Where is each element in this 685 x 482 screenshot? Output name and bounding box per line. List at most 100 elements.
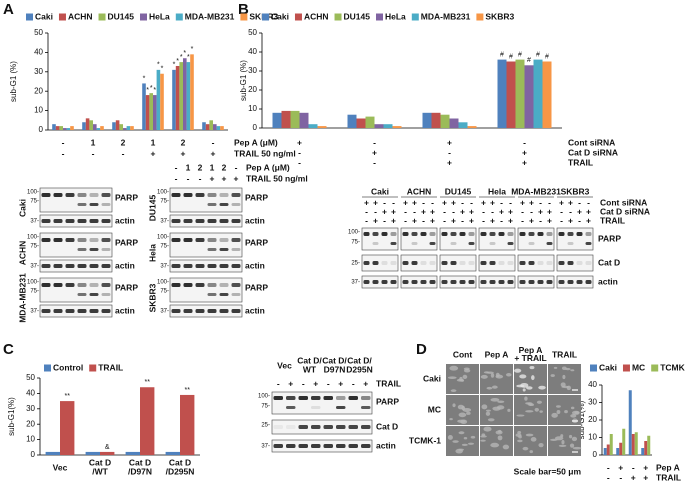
bar	[422, 112, 432, 128]
lane-label: -	[392, 197, 395, 207]
band	[207, 238, 217, 242]
mw-marker: 100-	[258, 394, 270, 400]
cell	[495, 374, 504, 379]
cell-line: Caki	[17, 199, 27, 217]
y-tick-label: 20	[26, 419, 35, 428]
cell	[466, 411, 471, 415]
lane-label: -	[569, 206, 572, 216]
bar	[533, 59, 543, 128]
row-name: Cat D siRNA	[600, 206, 650, 216]
band	[171, 219, 181, 223]
band	[41, 309, 51, 313]
band	[576, 280, 583, 284]
band	[420, 280, 427, 284]
band	[558, 280, 565, 284]
bar	[112, 122, 116, 130]
y-tick-label: 50	[248, 28, 257, 37]
y-tick-label: 40	[26, 389, 35, 398]
band	[323, 396, 333, 400]
lane-label: 1	[210, 162, 215, 172]
cell	[486, 386, 493, 390]
blot	[39, 304, 113, 318]
y-axis-label: sub-G1 (%)	[239, 60, 248, 101]
lane-label: +	[412, 215, 417, 225]
lane-label: -	[365, 206, 368, 216]
band	[286, 425, 296, 429]
lane-label: -	[578, 197, 581, 207]
band	[286, 396, 296, 400]
cell	[470, 435, 476, 439]
y-tick-label: 0	[39, 125, 44, 134]
mw-marker: 37-	[351, 280, 360, 286]
lane-label: +	[412, 197, 417, 207]
cell	[561, 440, 565, 445]
row-name: Pep A (μM)	[246, 162, 290, 172]
lane-label: +	[430, 215, 435, 225]
lane-label: -	[277, 378, 280, 388]
cell	[570, 414, 577, 418]
band	[489, 242, 496, 245]
legend-label: TRAIL	[98, 362, 123, 372]
significance-marker: #	[545, 53, 549, 60]
band	[101, 248, 111, 251]
band	[171, 309, 181, 313]
band	[381, 280, 388, 284]
band	[348, 396, 358, 400]
blot	[478, 227, 516, 251]
lane-label: +	[460, 206, 465, 216]
cell-line: DU145	[147, 195, 157, 222]
legend-swatch	[622, 364, 630, 372]
bar	[82, 122, 86, 130]
y-tick-label: 50	[34, 28, 43, 37]
band	[468, 232, 475, 236]
blot	[361, 227, 399, 251]
cell	[462, 374, 468, 380]
panel-label: D	[416, 341, 427, 358]
band	[231, 248, 241, 251]
band	[298, 396, 308, 400]
cell	[565, 367, 571, 371]
bar	[126, 126, 131, 130]
bar	[125, 451, 140, 455]
significance-marker: *	[143, 75, 146, 82]
condition-label: -	[607, 472, 610, 482]
cell	[502, 444, 510, 450]
significance-marker: #	[536, 51, 540, 58]
legend-swatch	[240, 13, 248, 21]
band	[183, 264, 193, 268]
cell	[514, 368, 522, 373]
bar	[524, 65, 534, 128]
bar	[290, 110, 300, 128]
cell	[518, 435, 522, 439]
significance-marker: *	[187, 54, 190, 61]
y-tick-label: 40	[588, 380, 597, 389]
cell	[555, 405, 561, 408]
cell	[517, 430, 522, 434]
band	[528, 261, 535, 265]
mw-marker: 37-	[160, 219, 169, 225]
cell	[574, 411, 580, 415]
lane-label: -	[187, 173, 190, 183]
cell	[538, 385, 546, 390]
protein-label: actin	[115, 215, 135, 225]
bar	[119, 124, 123, 130]
cell	[485, 411, 491, 416]
legend-label: DU145	[108, 11, 135, 21]
protein-label: PARP	[376, 396, 399, 406]
band	[489, 232, 496, 236]
lane-label: -	[422, 215, 425, 225]
legend-label: SKBR3	[485, 11, 514, 21]
condition-name: TRAIL 50 ng/ml	[234, 148, 296, 158]
cell	[447, 376, 457, 379]
cell-line: MDA-MB231	[511, 186, 561, 196]
band	[537, 232, 544, 236]
lane-label: +	[391, 215, 396, 225]
bar	[647, 435, 651, 455]
band	[89, 264, 99, 268]
band	[207, 248, 217, 251]
blot	[478, 254, 516, 272]
legend-label: TCMK-1	[660, 362, 685, 372]
lane-label: -	[175, 162, 178, 172]
blot	[169, 304, 243, 318]
lane-label: -	[452, 206, 455, 216]
